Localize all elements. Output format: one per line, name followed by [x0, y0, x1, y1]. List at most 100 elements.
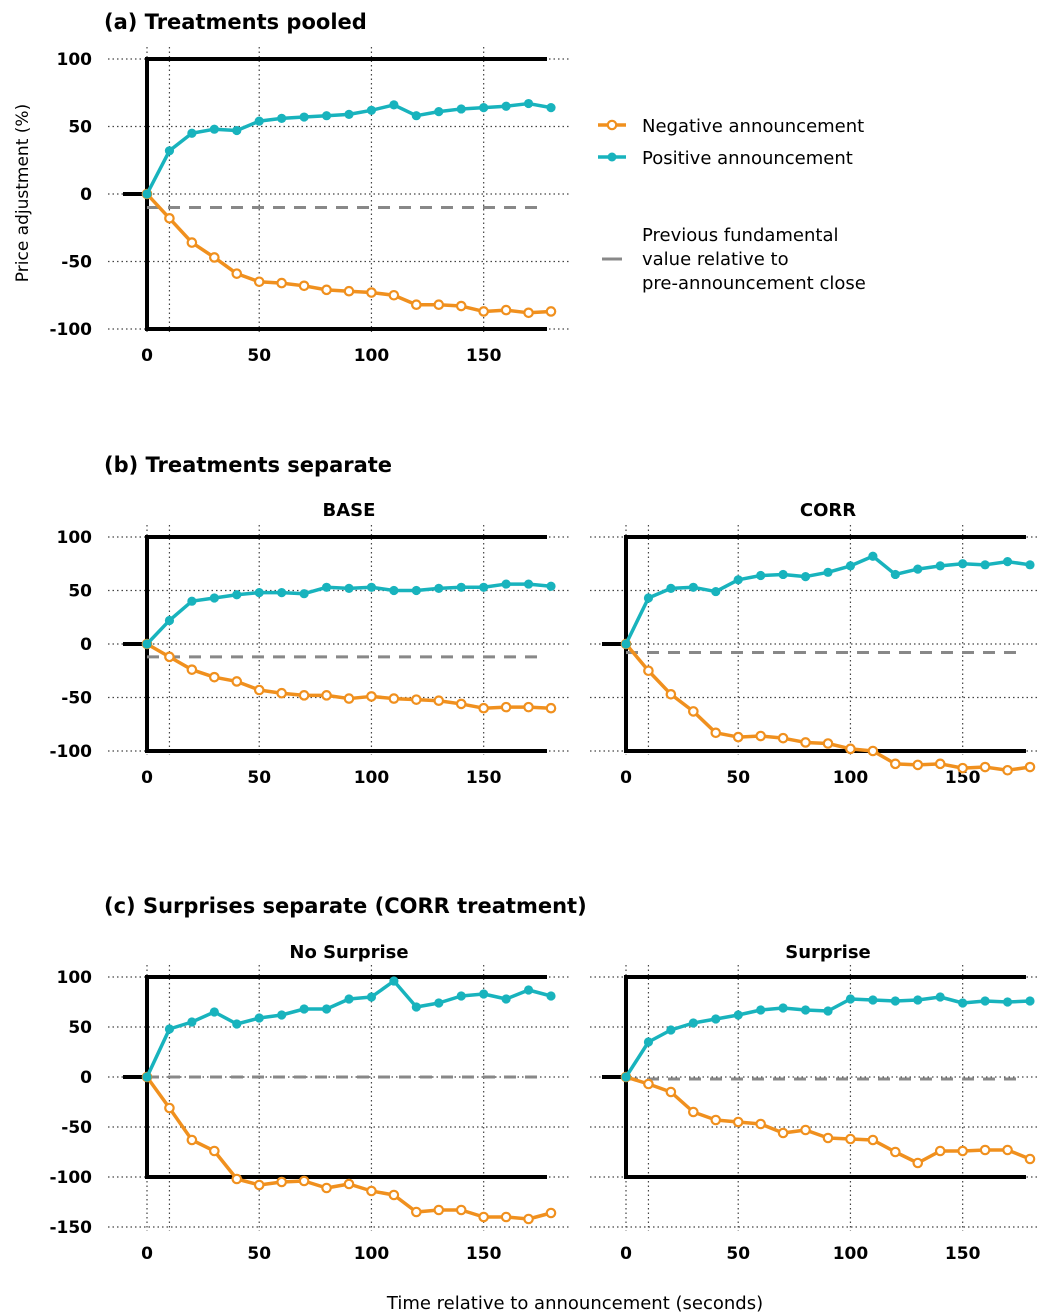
panel-title-corr: CORR: [800, 500, 856, 521]
point-negative-surprise-14: [934, 1145, 946, 1157]
panel-title-nosurprise: No Surprise: [289, 942, 408, 963]
legend-negative-label: Negative announcement: [642, 116, 864, 137]
ytick-pooled-0: -100: [49, 320, 92, 340]
point-negative-nosurprise-7: [298, 1175, 310, 1187]
section-title-c: (c) Surprises separate (CORR treatment): [104, 894, 587, 918]
point-positive-pooled-11: [389, 100, 399, 110]
xtick-base-1: 50: [247, 768, 271, 788]
point-negative-surprise-8: [800, 1124, 811, 1136]
point-negative-base-3: [209, 671, 220, 683]
point-positive-nosurprise-4: [232, 1019, 242, 1029]
point-negative-corr-8: [800, 737, 811, 748]
point-positive-corr-4: [711, 586, 721, 597]
ytick-pooled-4: 100: [57, 50, 93, 70]
point-negative-surprise-5: [732, 1116, 744, 1128]
legend: Negative announcement Positive announcem…: [598, 116, 866, 294]
point-positive-corr-9: [823, 567, 833, 577]
point-positive-surprise-4: [711, 1014, 721, 1024]
y-axis-label: Price adjustment (%): [13, 104, 33, 282]
point-negative-base-17: [523, 701, 534, 713]
point-negative-corr-2: [665, 688, 677, 700]
panel-title-surprise: Surprise: [785, 942, 871, 963]
xtick-surprise-3: 150: [945, 1244, 981, 1264]
x-axis-label: Time relative to announcement (seconds): [386, 1293, 763, 1314]
point-negative-pooled-7: [298, 280, 310, 292]
point-positive-nosurprise-3: [209, 1007, 219, 1017]
point-negative-pooled-1: [164, 213, 175, 224]
ytick-base-2: 0: [80, 635, 92, 655]
legend-positive-marker: [607, 152, 617, 162]
xtick-pooled-3: 150: [466, 346, 502, 366]
xtick-surprise-2: 100: [833, 1244, 869, 1264]
point-positive-pooled-17: [523, 98, 534, 109]
point-positive-base-8: [321, 582, 332, 592]
ytick-base-4: 100: [57, 528, 93, 548]
point-negative-nosurprise-6: [276, 1176, 287, 1188]
point-positive-pooled-5: [254, 116, 264, 126]
point-positive-corr-7: [778, 569, 788, 580]
point-negative-pooled-17: [523, 307, 534, 319]
point-positive-base-13: [434, 583, 444, 593]
point-negative-corr-11: [867, 745, 879, 757]
point-negative-surprise-7: [777, 1127, 789, 1139]
point-negative-nosurprise-11: [388, 1189, 400, 1201]
point-negative-pooled-13: [433, 299, 445, 310]
point-negative-nosurprise-16: [500, 1211, 512, 1223]
point-negative-nosurprise-17: [523, 1213, 534, 1225]
point-negative-surprise-16: [979, 1144, 991, 1156]
point-negative-pooled-6: [276, 277, 287, 289]
point-negative-base-11: [388, 693, 400, 704]
ytick-base-3: 50: [68, 582, 92, 602]
xtick-corr-3: 150: [945, 768, 981, 788]
point-negative-base-12: [411, 694, 422, 705]
ytick-nosurprise-2: -50: [61, 1118, 92, 1138]
panel-corr: CORR 0 50 100 150: [590, 500, 1040, 788]
point-negative-nosurprise-12: [411, 1206, 422, 1218]
point-positive-pooled-13: [434, 107, 444, 117]
point-positive-corr-10: [845, 561, 856, 571]
point-negative-pooled-9: [343, 285, 355, 297]
ytick-nosurprise-4: 50: [68, 1018, 92, 1038]
point-positive-corr-15: [958, 559, 968, 569]
point-negative-surprise-12: [890, 1146, 901, 1158]
xtick-pooled-1: 50: [247, 346, 271, 366]
point-negative-nosurprise-3: [209, 1145, 220, 1157]
point-positive-surprise-5: [733, 1010, 743, 1020]
point-positive-base-14: [456, 582, 466, 592]
point-negative-base-4: [231, 676, 243, 687]
ytick-pooled-1: -50: [61, 253, 92, 273]
point-negative-pooled-14: [455, 300, 467, 312]
point-negative-nosurprise-4: [231, 1173, 243, 1185]
point-positive-surprise-11: [868, 995, 878, 1005]
point-negative-surprise-6: [755, 1118, 766, 1130]
xtick-corr-2: 100: [833, 768, 869, 788]
section-title-b: (b) Treatments separate: [104, 453, 392, 477]
point-positive-nosurprise-9: [344, 994, 354, 1004]
point-negative-pooled-8: [321, 284, 332, 296]
point-positive-nosurprise-15: [479, 989, 489, 999]
point-positive-surprise-3: [688, 1018, 698, 1028]
panel-base: BASE -100 -50 0 50 100 0 50 100 150: [49, 500, 569, 788]
point-positive-corr-16: [980, 560, 990, 570]
point-positive-base-7: [299, 589, 309, 599]
point-positive-corr-0: [621, 639, 631, 649]
point-positive-base-18: [546, 581, 556, 591]
point-negative-pooled-11: [388, 289, 400, 301]
point-negative-pooled-18: [545, 306, 557, 317]
point-negative-surprise-10: [845, 1133, 856, 1145]
point-negative-nosurprise-15: [478, 1211, 489, 1223]
point-positive-corr-6: [756, 570, 766, 581]
point-positive-pooled-7: [299, 112, 309, 122]
point-negative-base-13: [433, 695, 445, 707]
point-positive-base-17: [523, 579, 534, 589]
point-positive-base-6: [277, 588, 287, 598]
point-positive-corr-12: [890, 569, 900, 580]
point-negative-nosurprise-14: [455, 1204, 467, 1216]
point-positive-corr-14: [935, 561, 945, 571]
point-positive-pooled-10: [366, 105, 377, 115]
point-positive-nosurprise-1: [164, 1024, 175, 1034]
ytick-nosurprise-0: -150: [49, 1218, 92, 1238]
point-negative-corr-15: [957, 762, 968, 774]
series-line-positive-base: [145, 582, 552, 646]
point-positive-surprise-14: [935, 992, 945, 1002]
